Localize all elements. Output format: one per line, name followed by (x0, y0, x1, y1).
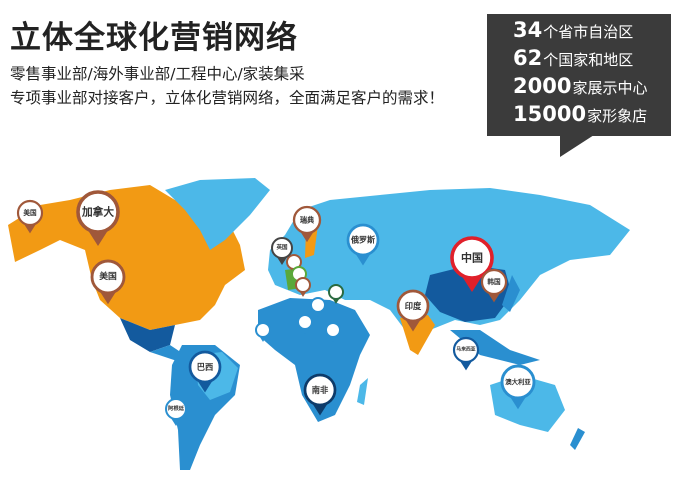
pin-label: 马来西亚 (456, 346, 475, 353)
mexico-region (120, 318, 175, 352)
map-pin[interactable]: 美国 (90, 259, 126, 305)
pin-head (295, 277, 311, 293)
pin-label: 澳大利亚 (505, 377, 531, 386)
map-pin[interactable] (295, 277, 311, 297)
pin-head (396, 289, 430, 323)
map-pin[interactable]: 巴西 (188, 350, 222, 393)
pin-label: 俄罗斯 (350, 235, 375, 245)
map-pin[interactable] (325, 322, 341, 342)
pin-head (325, 322, 341, 338)
pin-head (165, 398, 187, 420)
stat-number: 62 (513, 46, 543, 70)
pin-head (452, 336, 480, 364)
pin-head (292, 205, 322, 235)
pin-label: 中国 (461, 251, 483, 265)
pin-head (297, 314, 313, 330)
pin-label: 英国 (276, 243, 288, 251)
map-pin[interactable]: 中国 (450, 236, 494, 292)
map-pin[interactable] (255, 322, 271, 342)
pin-label: 印度 (405, 301, 422, 311)
pin-head (271, 237, 293, 259)
callout-tail (560, 135, 594, 157)
madagascar-region (357, 378, 368, 405)
africa-region (258, 298, 370, 422)
pin-head (188, 350, 222, 384)
subtitle-divisions: 零售事业部/海外事业部/工程中心/家装集采 (10, 65, 305, 83)
map-pin[interactable] (310, 297, 326, 317)
pin-head (346, 223, 380, 257)
pin-head (310, 297, 326, 313)
pin-head (255, 322, 271, 338)
pin-head (16, 199, 44, 227)
stat-label: 家形象店 (587, 107, 648, 125)
pin-head (480, 268, 508, 296)
map-pin[interactable]: 阿根廷 (165, 398, 187, 426)
map-pin[interactable]: 美国 (16, 199, 44, 234)
map-pin[interactable]: 马来西亚 (452, 336, 480, 371)
stat-label: 家展示中心 (572, 79, 648, 97)
pin-label: 巴西 (197, 362, 214, 372)
pin-head (328, 284, 344, 300)
pin-head (76, 190, 120, 234)
stat-number: 34 (513, 18, 543, 42)
stat-label: 个省市自治区 (543, 23, 634, 41)
north-america-region (8, 185, 245, 330)
stats-box: 34个省市自治区 62个国家和地区 2000家展示中心 15000家形象店 (487, 14, 671, 136)
stat-number: 15000 (513, 102, 587, 126)
pin-head (90, 259, 126, 295)
map-pin[interactable]: 南非 (303, 373, 337, 416)
pin-label: 韩国 (487, 277, 501, 286)
map-pin[interactable]: 瑞典 (292, 205, 322, 243)
pin-label: 加拿大 (81, 206, 114, 219)
page-title: 立体全球化营销网络 (10, 20, 298, 56)
subtitle-description: 专项事业部对接客户，立体化营销网络，全面满足客户的需求！ (10, 89, 445, 107)
new-zealand-region (570, 428, 585, 450)
stat-provinces: 34个省市自治区 (513, 18, 633, 42)
map-pin[interactable]: 澳大利亚 (500, 364, 536, 410)
map-pin[interactable]: 印度 (396, 289, 430, 332)
pin-head (500, 364, 536, 400)
pin-label: 美国 (23, 208, 37, 217)
stat-stores: 15000家形象店 (513, 102, 647, 126)
pin-label: 瑞典 (300, 216, 314, 225)
stat-label: 个国家和地区 (543, 51, 634, 69)
map-pin[interactable] (328, 284, 344, 304)
pin-label: 美国 (99, 270, 117, 282)
japan-region (502, 275, 520, 312)
pin-label: 南非 (312, 385, 329, 395)
map-pin[interactable]: 韩国 (480, 268, 508, 303)
map-pin[interactable]: 加拿大 (76, 190, 120, 246)
map-pin[interactable]: 英国 (271, 237, 293, 265)
pin-head (303, 373, 337, 407)
pin-head (450, 236, 494, 280)
greenland-region (165, 178, 270, 250)
india-region (400, 315, 435, 355)
stat-number: 2000 (513, 74, 572, 98)
stat-countries: 62个国家和地区 (513, 46, 633, 70)
map-pin[interactable]: 俄罗斯 (346, 223, 380, 266)
map-pin[interactable] (297, 314, 313, 334)
stat-showrooms: 2000家展示中心 (513, 74, 647, 98)
pin-label: 阿根廷 (168, 404, 185, 412)
